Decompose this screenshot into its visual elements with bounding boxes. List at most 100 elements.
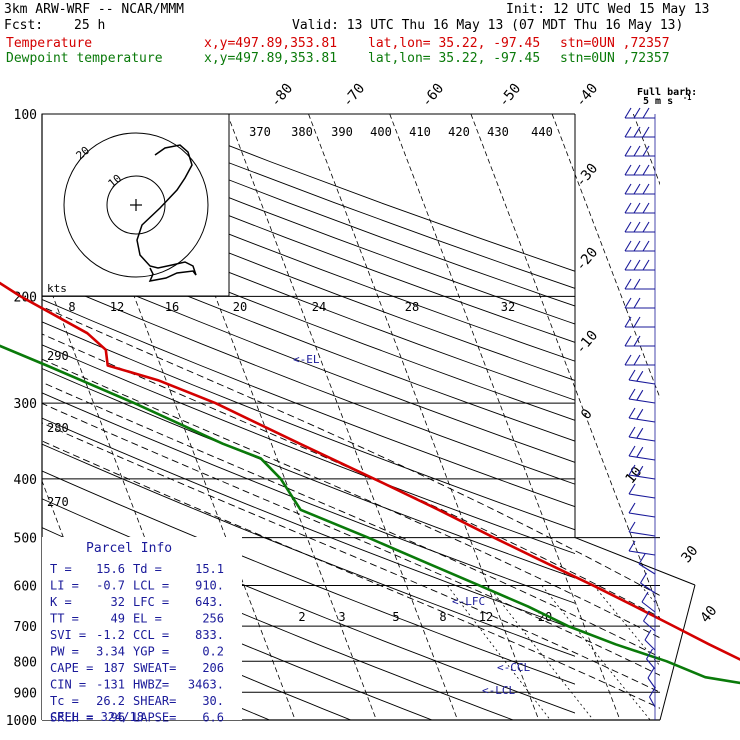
wind-barb-feather (628, 445, 636, 457)
wind-barb-feather (624, 259, 632, 271)
parcel-info-value: CAPE = (50, 661, 93, 675)
temperature-station: stn=0UN ,72357 (560, 36, 670, 51)
dry-adiabat (42, 277, 575, 485)
theta-label: 400 (370, 125, 392, 139)
theta-label: 280 (47, 421, 69, 435)
dewpoint-station: stn=0UN ,72357 (560, 51, 670, 66)
isotherm-label: 0 (578, 406, 596, 423)
isotherm-label: -80 (268, 81, 297, 111)
parcel-info-title: Parcel Info (86, 541, 172, 556)
hodograph: 20 10 kts (41, 113, 230, 297)
parcel-info-value: TT = (50, 612, 79, 626)
parcel-info-value: SVI = (50, 628, 86, 642)
pressure-tick-label: 700 (14, 620, 37, 635)
wind-barb-feather (624, 221, 632, 233)
parcel-info-value: K = (50, 595, 72, 609)
barb-legend-title: Full barb: (637, 87, 697, 98)
dry-adiabat (42, 443, 575, 657)
wind-barb-feather (624, 164, 632, 176)
wind-barb-feather (642, 202, 650, 214)
wind-barb-feather (642, 107, 650, 119)
parcel-cell-value: CELL = 324/18 (50, 710, 144, 724)
wind-barb-feather (633, 316, 641, 328)
parcel-info-value: 6.6 (202, 711, 224, 725)
wind-barb (647, 677, 656, 689)
parcel-info-value: -0.7 (96, 579, 125, 593)
parcel-info-panel: Parcel Info T = 15.6 Td = 15.1 LI = -0.7 LCL =… (42, 537, 242, 725)
wind-barb-feather (644, 629, 652, 641)
pressure-tick-label: 1000 (6, 714, 37, 729)
kts-label: kts (47, 282, 67, 295)
dry-adiabat (42, 256, 575, 463)
wind-barb-feather (628, 388, 636, 400)
isotherm-label: -60 (419, 81, 448, 111)
wind-barb-feather (633, 164, 641, 176)
wind-barb-feather (633, 202, 641, 214)
barb-legend-unit-exponent: -1 (683, 94, 691, 102)
parcel-info-value: 643. (195, 595, 224, 609)
moist-adiabat (42, 358, 660, 639)
dry-adiabat (42, 176, 575, 381)
isotherm-line (551, 114, 660, 400)
wind-barb-feather (633, 297, 641, 309)
isotherm-label: -30 (573, 161, 602, 191)
theta-label: 430 (487, 125, 509, 139)
temperature-legend-label: Temperature (6, 36, 93, 51)
isotherm-label: -10 (573, 328, 602, 358)
wind-barb (643, 620, 656, 632)
dry-adiabat (42, 344, 575, 555)
wind-barb-feather (628, 502, 636, 514)
moist-adiabat (42, 333, 660, 618)
parcel-info-value: 32 (111, 595, 125, 609)
wind-barb-feather (642, 145, 650, 157)
wind-barb-feather (640, 572, 647, 584)
sounding-annotation: <-EL (293, 353, 320, 366)
isotherm-label: -70 (340, 81, 369, 111)
wind-barb (628, 512, 656, 518)
wind-barb-feather (636, 408, 644, 420)
wind-barb-feather (633, 354, 641, 366)
theta-label: 380 (291, 125, 313, 139)
lower-frame-edge (574, 537, 696, 586)
temperature-xy: x,y=497.89,353.81 (204, 36, 338, 51)
wind-barb-feather (646, 648, 653, 660)
parcel-info-value: 96 (111, 711, 125, 725)
dry-adiabat (42, 321, 575, 531)
parcel-info-value: -1.2 (96, 628, 125, 642)
valid-time: Valid: 13 UTC Thu 16 May 13 (07 MDT Thu … (292, 18, 684, 33)
mixing-ratio-label: 12 (479, 610, 493, 624)
moist-adiabat (42, 440, 660, 709)
parcel-info-value: 3463. (188, 678, 224, 692)
parcel-info-value: 0.2 (202, 645, 224, 659)
mixing-ratio-line (541, 585, 651, 720)
dry-adiabat (42, 215, 575, 421)
pressure-tick-label: 100 (14, 108, 37, 123)
wind-barb-feather (636, 465, 644, 477)
mixing-ratio-line (593, 585, 660, 667)
sounding-annotation: <-CCL (497, 661, 530, 674)
wind-barb-feather (624, 297, 632, 309)
parcel-info-value: PW = (50, 645, 79, 659)
theta-e-label: 32 (501, 300, 515, 314)
parcel-info-value: SREH = (50, 711, 93, 725)
wind-barb-feather (628, 464, 636, 476)
parcel-info-value: LFC = (133, 595, 169, 609)
theta-label: 420 (448, 125, 470, 139)
wind-barb (628, 474, 656, 480)
pressure-tick-label: 800 (14, 655, 37, 670)
wind-barb-feather (624, 126, 632, 138)
wind-barb (638, 563, 656, 575)
theta-label: 370 (249, 125, 271, 139)
isotherm-line (470, 114, 660, 613)
lower-frame-edge (659, 584, 696, 721)
theta-e-label: 12 (110, 300, 124, 314)
barb-legend-value: 5 m s (643, 96, 673, 107)
theta-label: 290 (47, 349, 69, 363)
parcel-info-value: 3.34 (96, 645, 125, 659)
parcel-info-value: 26.2 (96, 694, 125, 708)
pressure-tick-label: 900 (14, 686, 37, 701)
wind-barb-feather (642, 221, 650, 233)
isotherm-line (226, 114, 458, 720)
